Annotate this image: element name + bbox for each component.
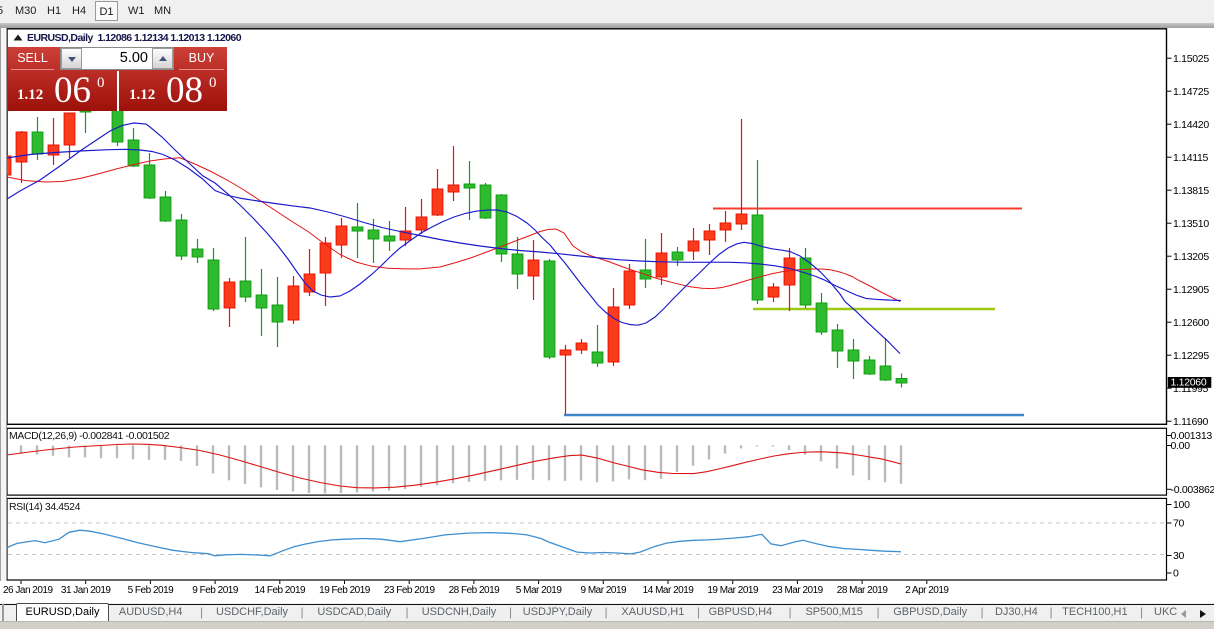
svg-text:14 Mar 2019: 14 Mar 2019 [643,585,695,596]
svg-text:19 Feb 2019: 19 Feb 2019 [319,585,371,596]
svg-text:0.00: 0.00 [1171,440,1191,452]
svg-text:14 Feb 2019: 14 Feb 2019 [254,585,306,596]
svg-text:0: 0 [1173,568,1179,580]
svg-text:1.13205: 1.13205 [1173,251,1209,263]
svg-text:1.14420: 1.14420 [1173,119,1209,131]
svg-text:1.12905: 1.12905 [1173,284,1209,296]
svg-text:31 Jan 2019: 31 Jan 2019 [61,585,111,596]
svg-text:23 Mar 2019: 23 Mar 2019 [772,585,824,596]
svg-text:1.12600: 1.12600 [1173,317,1209,329]
svg-text:RSI(14) 34.4524: RSI(14) 34.4524 [9,501,81,513]
svg-text:28 Mar 2019: 28 Mar 2019 [837,585,889,596]
svg-text:1.12060: 1.12060 [1171,377,1207,389]
svg-text:1.14115: 1.14115 [1173,152,1209,164]
svg-text:5 Feb 2019: 5 Feb 2019 [128,585,175,596]
svg-text:MACD(12,26,9) -0.002841 -0.001: MACD(12,26,9) -0.002841 -0.001502 [9,430,170,442]
svg-text:1.13510: 1.13510 [1173,218,1209,230]
svg-text:-0.003862: -0.003862 [1171,484,1214,496]
svg-text:1.12295: 1.12295 [1173,350,1209,362]
svg-text:EURUSD,Daily 1.12086 1.12134: EURUSD,Daily 1.12086 1.12134 1.12013 1.1… [27,32,242,44]
svg-text:2 Apr 2019: 2 Apr 2019 [905,585,949,596]
svg-text:100: 100 [1173,499,1190,511]
svg-text:1.15025: 1.15025 [1173,53,1209,65]
svg-text:30: 30 [1173,550,1185,562]
svg-text:1.14725: 1.14725 [1173,86,1209,98]
svg-text:0.001313: 0.001313 [1171,430,1213,442]
svg-text:1.11690: 1.11690 [1173,416,1209,428]
svg-text:70: 70 [1173,518,1185,530]
svg-text:1.13815: 1.13815 [1173,185,1209,197]
svg-text:9 Mar 2019: 9 Mar 2019 [581,585,628,596]
svg-text:26 Jan 2019: 26 Jan 2019 [3,585,53,596]
svg-text:28 Feb 2019: 28 Feb 2019 [449,585,501,596]
svg-text:5 Mar 2019: 5 Mar 2019 [516,585,563,596]
svg-text:9 Feb 2019: 9 Feb 2019 [192,585,239,596]
svg-text:23 Feb 2019: 23 Feb 2019 [384,585,436,596]
svg-text:19 Mar 2019: 19 Mar 2019 [707,585,759,596]
